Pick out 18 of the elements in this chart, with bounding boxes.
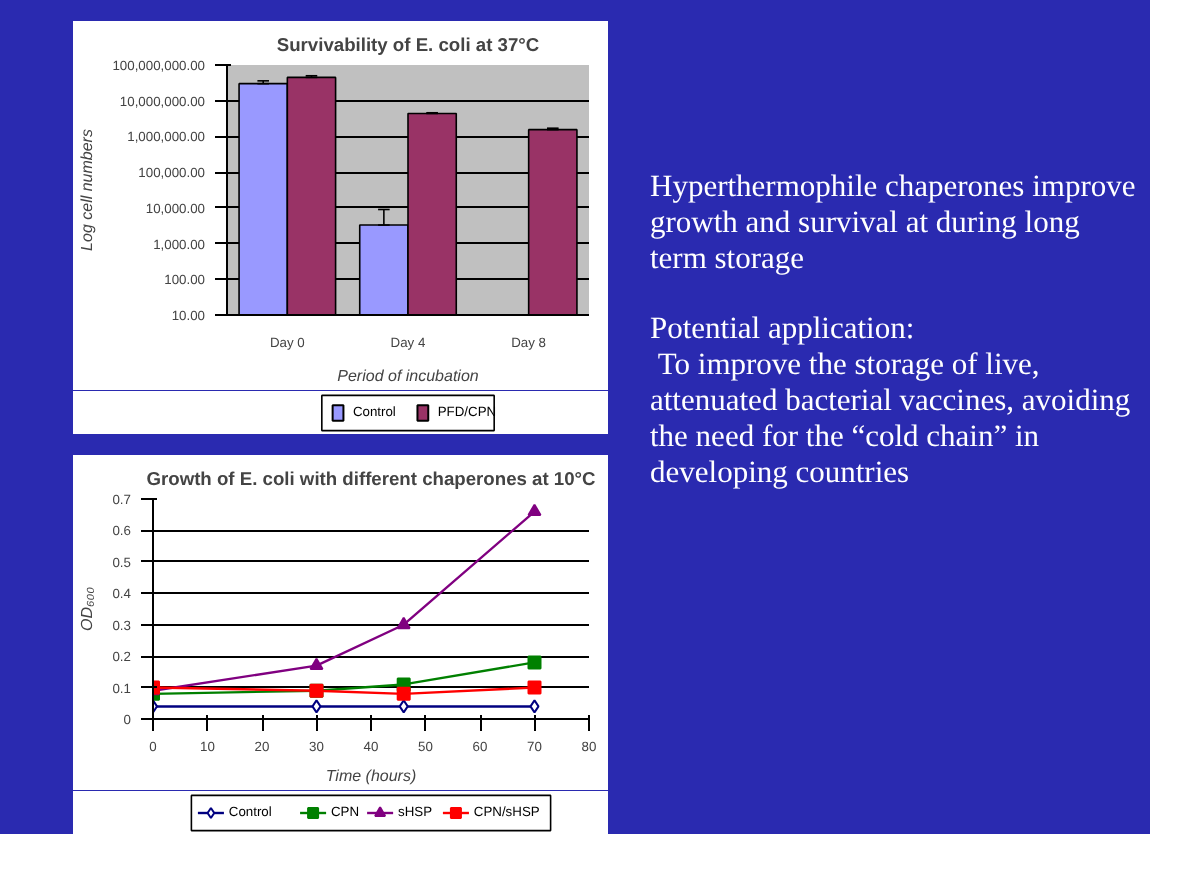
x-axis-title: Time (hours) (325, 767, 417, 785)
y-axis-title: Log cell numbers (78, 129, 97, 251)
text: Potential application: (650, 312, 917, 349)
y-axis-title: OD₆₀₀ (78, 585, 97, 631)
point (311, 699, 322, 714)
text: Hyperthermophile chaperones improve growth and survival at during long term storage (650, 170, 1138, 277)
chart-title: Growth of E. coli with different chaperones at 10°C (146, 469, 597, 489)
chart-title: Survivability of E. coli at 37°C (276, 35, 540, 55)
point (529, 699, 540, 714)
point (309, 657, 324, 671)
text: To improve the storage of live, attenuated bacterial vaccines, avoiding the need for the “cold chain” in developing countries (650, 348, 1133, 491)
point (527, 680, 542, 695)
point (396, 616, 411, 630)
point (396, 686, 411, 701)
point (527, 655, 542, 670)
point (527, 503, 542, 517)
x-axis-title: Period of incubation (337, 367, 480, 385)
point (398, 699, 409, 714)
